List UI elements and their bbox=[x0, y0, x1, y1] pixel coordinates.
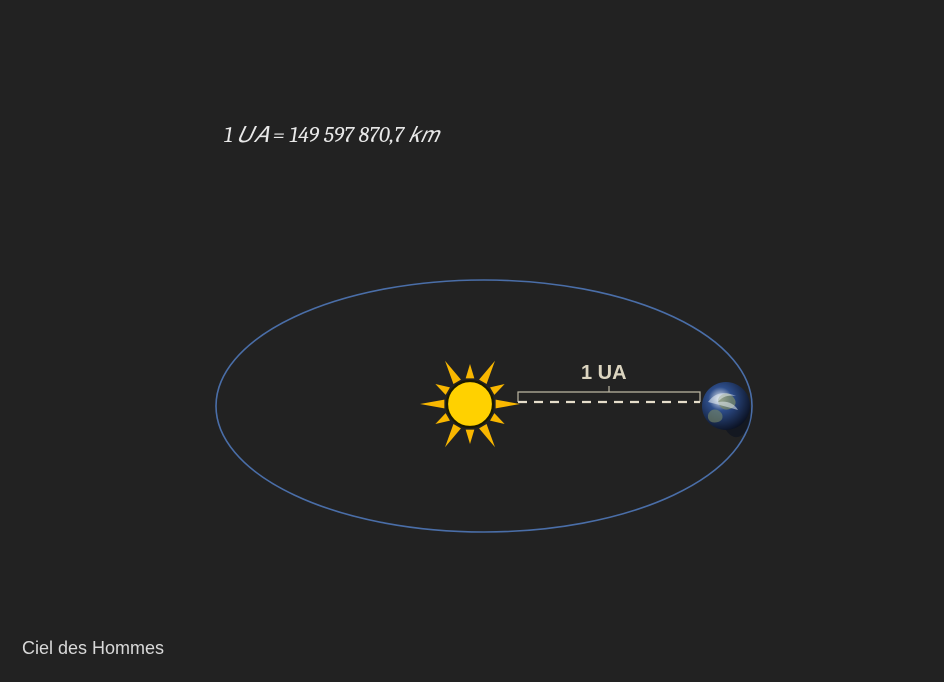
image-credit: Ciel des Hommes bbox=[22, 638, 164, 659]
orbit-scene bbox=[0, 0, 944, 682]
diagram-canvas: 1 𝑈𝐴 = 149 597 870,7 𝑘𝑚 1 UA Ciel des Ho… bbox=[0, 0, 944, 682]
earth-icon bbox=[702, 382, 751, 437]
sun-icon bbox=[420, 361, 520, 448]
distance-label: 1 UA bbox=[581, 362, 627, 385]
au-definition-formula: 1 𝑈𝐴 = 149 597 870,7 𝑘𝑚 bbox=[224, 122, 438, 148]
distance-bracket bbox=[518, 392, 700, 402]
